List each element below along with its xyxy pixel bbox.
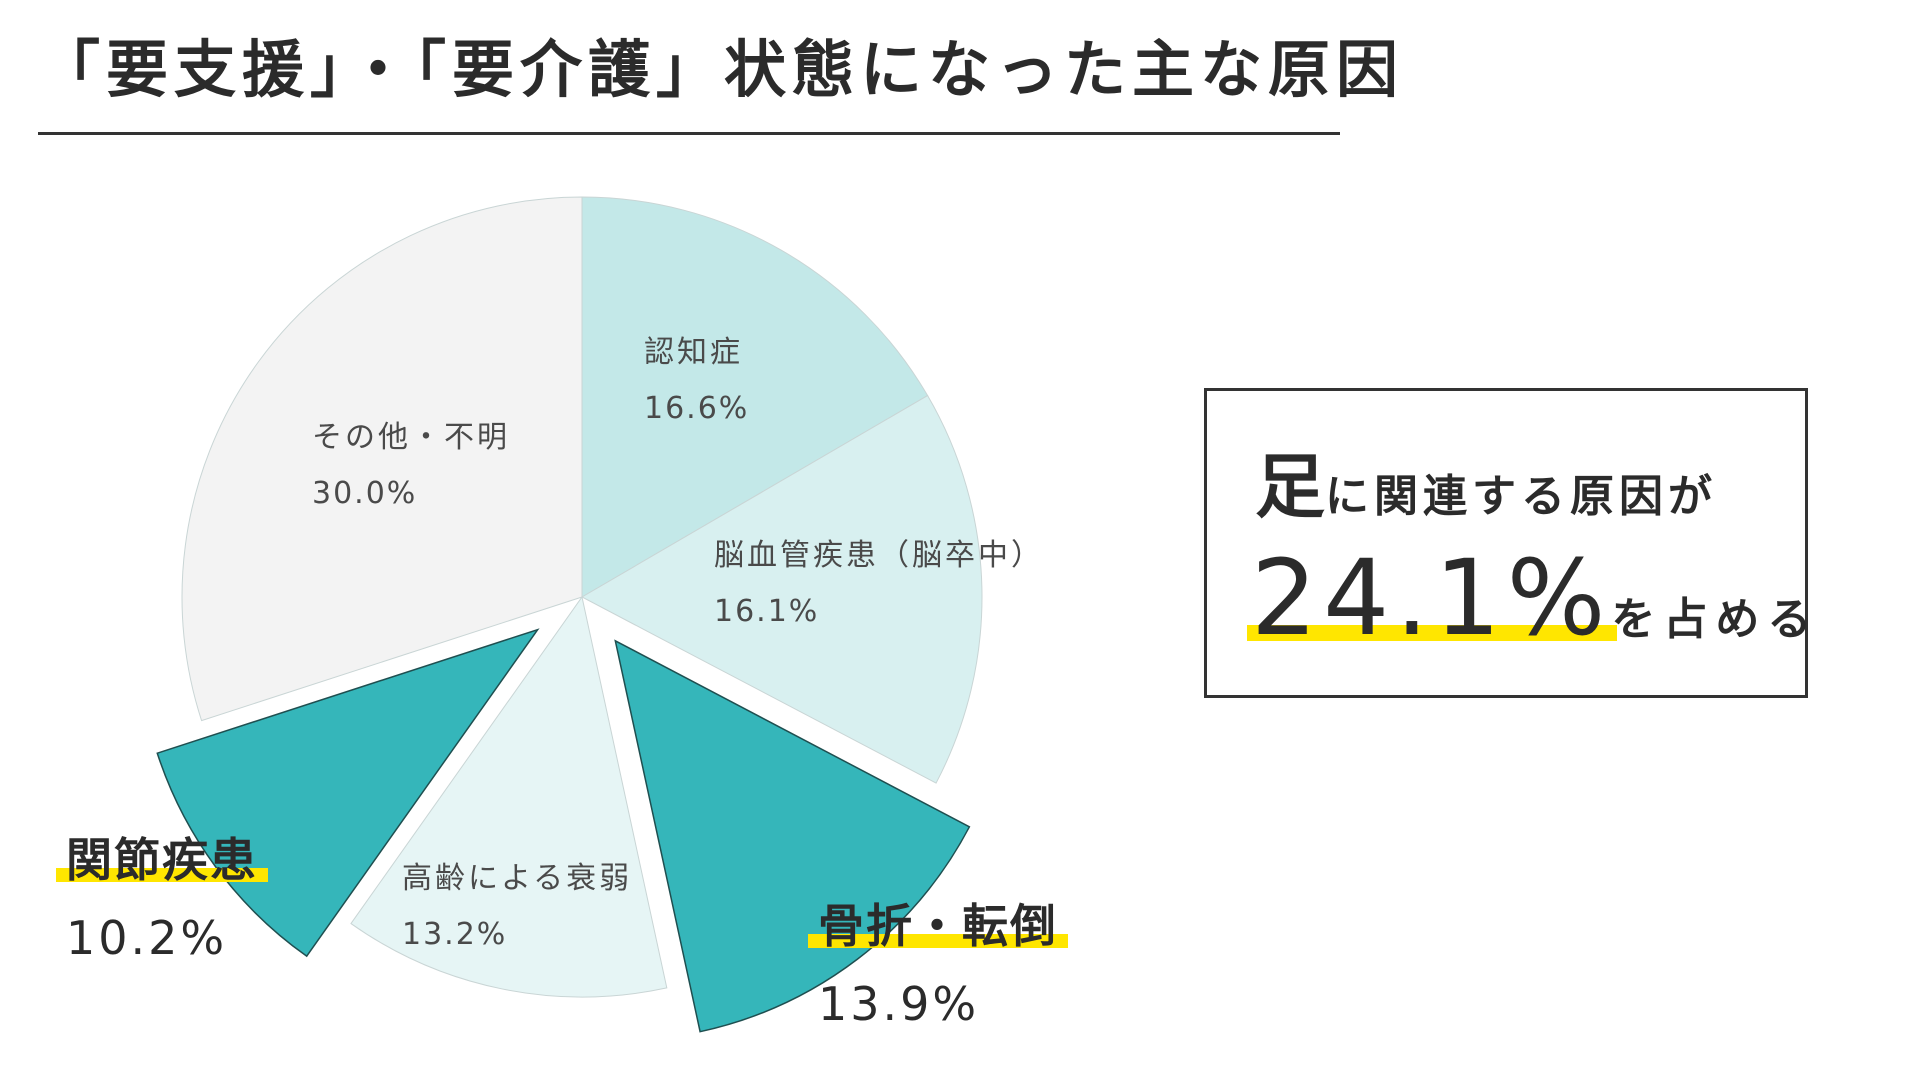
slice-4-value: 13.2% [402,917,507,952]
slice-5-name-highlight [56,868,268,882]
slice-3-name-highlight [808,934,1068,948]
slice-6-value: 30.0% [312,476,417,511]
slice-2-value: 16.1% [714,594,819,629]
slice-2-name: 脳血管疾患（脳卒中） [714,538,1044,573]
slice-1-name: 認知症 [644,335,743,370]
slice-4 [350,595,668,998]
callout-value: 24.1% [1251,537,1612,659]
slice-3-name: 骨折・転倒 [818,899,1058,953]
title-underline [38,132,1340,135]
page-title: 「要支援」・「要介護」状態になった主な原因 [38,33,1405,106]
slice-3-value: 13.9% [818,977,979,1031]
slice-6-name: その他・不明 [312,420,510,455]
callout-heading-text: に関連する原因が [1325,471,1717,522]
callout-value-wrap: 24.1% [1247,541,1618,655]
slice-6 [181,196,583,722]
slice-5-name: 関節疾患 [66,833,258,887]
slice-1 [581,196,929,598]
callout-heading: 足に関連する原因が [1255,431,1717,532]
slice-1-value: 16.6% [644,391,749,426]
slice-4-name: 高齢による衰弱 [402,861,632,896]
callout-value-line: 24.1%を占める [1247,541,1820,655]
slice-2 [580,394,983,784]
slice-5-value: 10.2% [66,911,227,965]
summary-callout: 足に関連する原因が 24.1%を占める [1204,388,1811,698]
callout-emphasis-char: 足 [1255,446,1325,528]
pie-labels: 認知症 16.6% 脳血管疾患（脳卒中） 16.1% 骨折・転倒 13.9% 高齢による衰弱… [56,335,1068,1031]
slice-3 [614,639,971,1033]
callout-tail-text: を占める [1611,594,1820,645]
